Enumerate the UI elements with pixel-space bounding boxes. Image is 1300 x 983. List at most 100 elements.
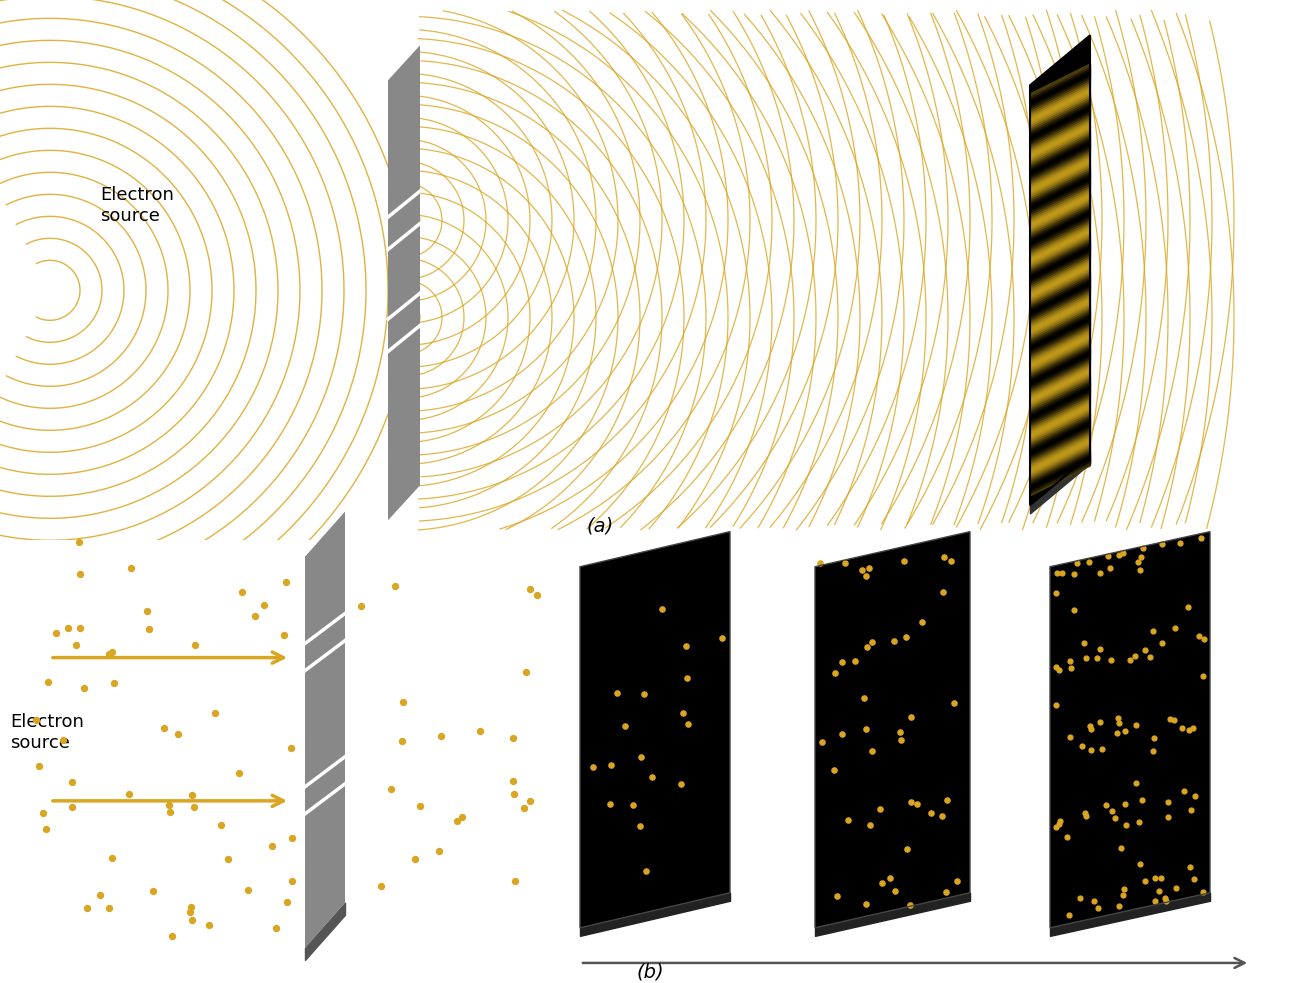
Point [1157,794,1178,810]
Point [281,830,302,845]
Point [1164,712,1184,727]
Point [1071,737,1092,753]
Point [181,912,202,928]
Point [29,759,49,775]
Point [168,726,188,742]
Point [404,851,425,867]
Point [1150,870,1171,886]
Point [153,721,174,736]
Point [1087,651,1108,666]
Point [1115,817,1136,833]
Point [671,777,692,792]
Point [1150,536,1171,551]
Point [1088,900,1109,916]
Point [69,620,90,636]
Point [61,799,82,815]
Point [282,874,303,890]
Point [1130,562,1150,578]
Point [1184,788,1205,804]
Point [276,574,296,590]
Point [204,705,225,721]
Point [520,793,541,809]
Point [672,705,693,721]
Point [1092,741,1113,757]
Point [1109,716,1130,731]
Point [1075,808,1096,824]
Point [852,562,872,578]
Point [900,897,920,913]
Point [1098,549,1119,564]
Point [447,813,468,829]
Point [1180,859,1201,875]
Point [1190,629,1210,645]
Point [1061,661,1082,676]
Point [630,749,651,765]
Point [138,620,159,636]
Point [601,758,621,774]
Point [944,696,965,712]
Point [1052,565,1072,581]
Point [179,904,200,920]
Point [1049,813,1070,829]
Point [1089,714,1110,729]
Point [1045,585,1066,601]
Point [855,567,876,583]
Point [1132,540,1153,555]
Point [273,627,294,643]
Point [936,792,957,808]
Point [1074,635,1095,651]
Point [393,694,413,710]
Point [1144,730,1165,746]
Point [1170,535,1191,550]
Point [52,732,73,748]
Point [845,654,866,669]
Point [265,920,286,936]
Point [159,797,179,813]
Point [1193,668,1214,684]
Point [69,566,90,582]
Point [1080,722,1101,737]
Point [1113,888,1134,903]
Point [854,691,875,707]
Polygon shape [815,532,970,928]
Point [862,743,883,759]
Point [932,585,953,601]
Polygon shape [580,532,731,928]
Point [211,817,231,833]
Text: (b): (b) [636,963,664,982]
Point [1191,530,1212,546]
Point [277,895,298,910]
Point [1126,717,1147,732]
Point [526,587,547,603]
Point [880,870,901,886]
Point [629,818,650,834]
Point [599,796,620,812]
Point [1183,721,1204,736]
Polygon shape [387,45,420,520]
Point [1106,725,1127,741]
Point [1144,894,1165,909]
Point [1178,600,1199,615]
Point [606,685,627,701]
Point [1098,559,1119,575]
Text: Electron
source: Electron source [10,713,85,752]
Point [1089,642,1110,658]
Point [238,882,259,897]
Point [582,759,603,775]
Point [651,601,672,616]
Point [160,804,181,820]
Point [32,805,53,821]
Point [452,809,473,825]
Polygon shape [306,511,345,948]
Point [1048,662,1069,677]
Point [1067,554,1088,570]
Point [1083,894,1104,909]
Point [884,633,905,649]
Point [832,726,853,742]
Point [615,718,636,733]
Point [911,614,932,630]
Point [281,740,302,756]
Point [675,638,696,654]
Point [1152,635,1173,651]
Point [861,634,881,650]
